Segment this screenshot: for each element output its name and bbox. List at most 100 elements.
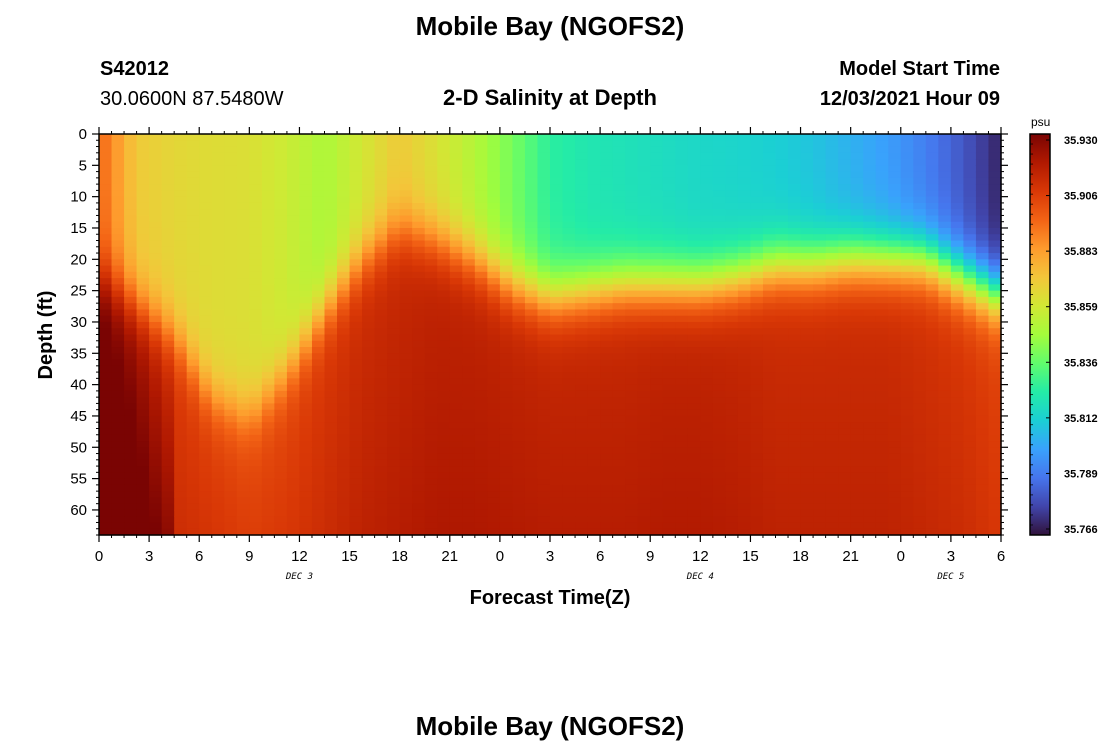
heatmap-cell xyxy=(813,478,827,486)
heatmap-cell xyxy=(587,359,601,367)
heatmap-cell xyxy=(449,171,463,179)
heatmap-cell xyxy=(913,146,927,154)
heatmap-cell xyxy=(625,428,639,436)
heatmap-cell xyxy=(412,491,426,499)
heatmap-cell xyxy=(487,246,501,254)
heatmap-cell xyxy=(725,234,739,242)
heatmap-cell xyxy=(537,384,551,392)
heatmap-cell xyxy=(963,259,977,267)
heatmap-cell xyxy=(888,190,902,198)
heatmap-cell xyxy=(99,159,113,166)
heatmap-cell xyxy=(499,146,514,154)
heatmap-cell xyxy=(136,497,150,505)
heatmap-cell xyxy=(199,296,213,304)
heatmap-cell xyxy=(750,328,764,336)
heatmap-cell xyxy=(186,353,200,361)
heatmap-cell xyxy=(474,259,488,267)
heatmap-cell xyxy=(612,347,626,354)
heatmap-cell xyxy=(612,196,626,204)
heatmap-cell xyxy=(675,365,689,373)
heatmap-cell xyxy=(875,246,889,254)
heatmap-cell xyxy=(512,177,526,185)
heatmap-cell xyxy=(587,215,601,223)
heatmap-cell xyxy=(537,202,551,210)
heatmap-cell xyxy=(550,259,564,267)
heatmap-cell xyxy=(311,347,326,354)
heatmap-cell xyxy=(875,434,889,442)
heatmap-cell xyxy=(662,165,676,173)
heatmap-cell xyxy=(587,347,601,354)
heatmap-cell xyxy=(512,340,526,348)
heatmap-cell xyxy=(274,397,288,405)
heatmap-cell xyxy=(762,221,777,229)
heatmap-cell xyxy=(349,447,363,455)
heatmap-cell xyxy=(600,378,614,386)
heatmap-cell xyxy=(838,202,852,210)
heatmap-cell xyxy=(399,152,413,160)
heatmap-cell xyxy=(550,497,564,505)
heatmap-cell xyxy=(762,146,777,154)
heatmap-cell xyxy=(286,328,301,336)
heatmap-cell xyxy=(449,271,463,279)
heatmap-cell xyxy=(399,365,413,373)
heatmap-cell xyxy=(149,196,163,204)
heatmap-cell xyxy=(963,146,977,154)
heatmap-cell xyxy=(612,215,626,223)
heatmap-cell xyxy=(712,234,726,242)
heatmap-cell xyxy=(286,253,301,260)
heatmap-cell xyxy=(161,334,175,342)
heatmap-cell xyxy=(211,453,225,461)
heatmap-cell xyxy=(449,159,463,166)
heatmap-cell xyxy=(900,215,914,223)
heatmap-cell xyxy=(750,321,764,329)
heatmap-cell xyxy=(938,234,952,242)
heatmap-cell xyxy=(975,459,990,467)
heatmap-cell xyxy=(111,246,125,254)
heatmap-cell xyxy=(725,265,739,273)
heatmap-cell xyxy=(875,165,889,173)
heatmap-cell xyxy=(474,453,488,461)
heatmap-cell xyxy=(950,384,965,392)
heatmap-cell xyxy=(161,271,175,279)
heatmap-cell xyxy=(712,171,726,179)
heatmap-cell xyxy=(174,347,188,354)
heatmap-cell xyxy=(487,340,501,348)
heatmap-cell xyxy=(550,140,564,148)
heatmap-cell xyxy=(550,221,564,229)
heatmap-cell xyxy=(600,140,614,148)
heatmap-cell xyxy=(387,321,401,329)
heatmap-cell xyxy=(261,184,275,191)
heatmap-cell xyxy=(600,190,614,198)
heatmap-cell xyxy=(136,240,150,248)
heatmap-cell xyxy=(261,171,275,179)
heatmap-cell xyxy=(600,221,614,229)
heatmap-cell xyxy=(637,522,651,530)
heatmap-cell xyxy=(587,227,601,235)
heatmap-cell xyxy=(687,259,701,267)
heatmap-cell xyxy=(975,359,990,367)
heatmap-cell xyxy=(224,509,238,517)
heatmap-cell xyxy=(775,397,789,405)
heatmap-cell xyxy=(737,221,752,229)
heatmap-cell xyxy=(362,146,376,154)
heatmap-cell xyxy=(174,215,188,223)
heatmap-cell xyxy=(800,215,814,223)
heatmap-cell xyxy=(286,403,301,411)
heatmap-cell xyxy=(224,359,238,367)
heatmap-cell xyxy=(712,296,726,304)
heatmap-cell xyxy=(863,340,877,348)
heatmap-cell xyxy=(236,296,250,304)
heatmap-cell xyxy=(625,190,639,198)
heatmap-cell xyxy=(950,165,965,173)
heatmap-cell xyxy=(725,240,739,248)
heatmap-cell xyxy=(449,328,463,336)
heatmap-cell xyxy=(625,528,639,536)
heatmap-cell xyxy=(387,334,401,342)
heatmap-cell xyxy=(136,271,150,279)
heatmap-cell xyxy=(662,202,676,210)
heatmap-cell xyxy=(950,134,965,141)
heatmap-cell xyxy=(575,472,589,480)
heatmap-cell xyxy=(813,303,827,311)
heatmap-cell xyxy=(124,146,138,154)
heatmap-cell xyxy=(562,334,576,342)
